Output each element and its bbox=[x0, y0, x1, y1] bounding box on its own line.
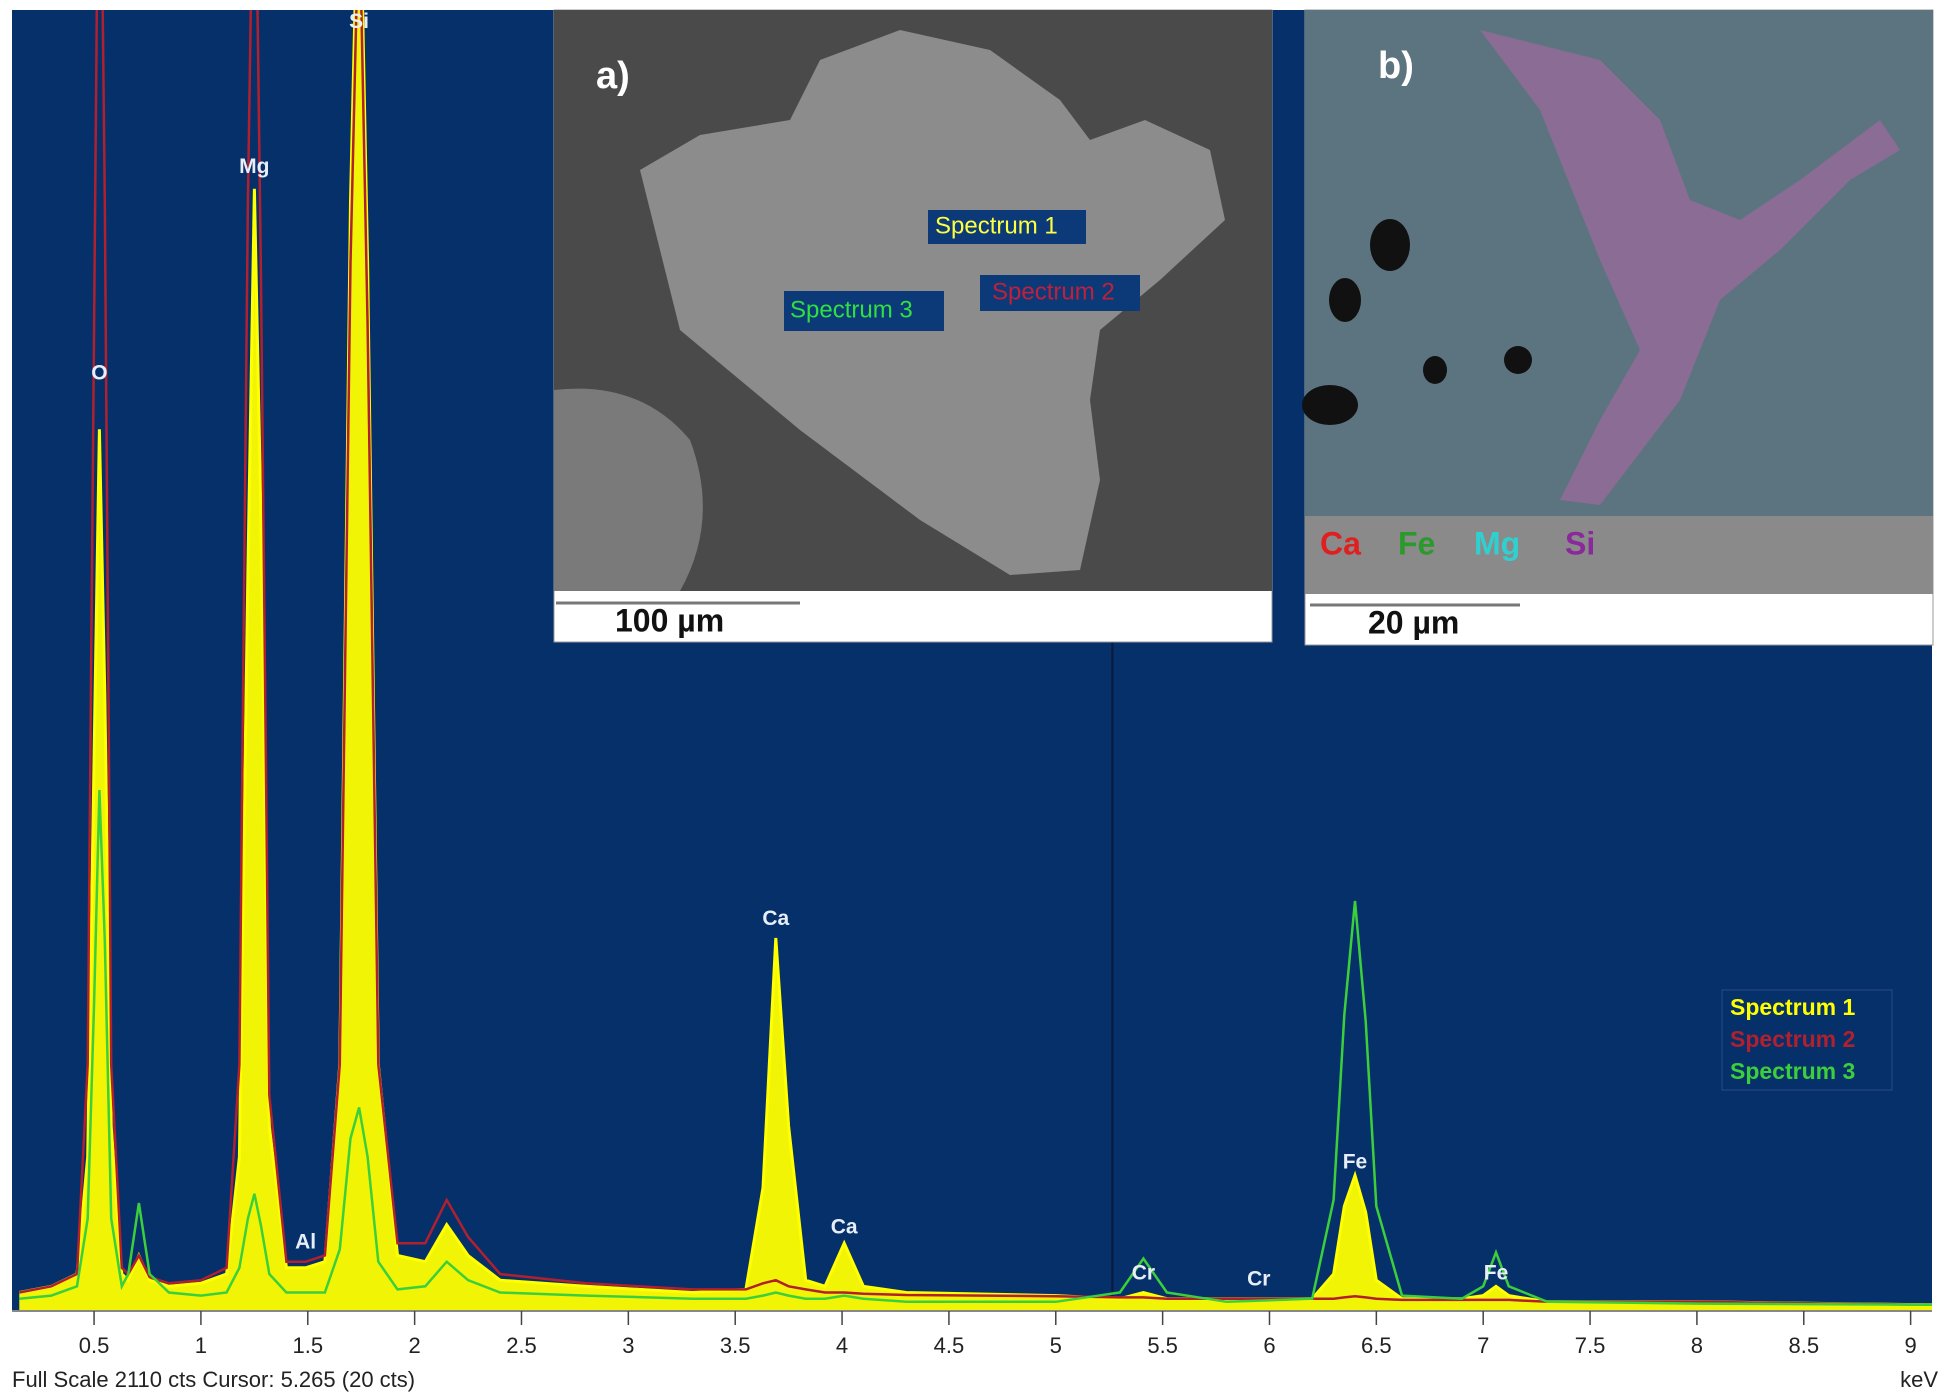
inset-label: b) bbox=[1378, 45, 1414, 87]
x-tick-label: 5 bbox=[1050, 1333, 1062, 1358]
spectrum-line bbox=[19, 789, 1932, 1307]
x-tick-label: 2 bbox=[409, 1333, 421, 1358]
spot-box bbox=[980, 275, 1140, 311]
peak-label: Cr bbox=[1132, 1262, 1155, 1285]
x-tick-label: 4.5 bbox=[934, 1333, 965, 1358]
peak-label: Ca bbox=[831, 1215, 858, 1238]
peak-label: Si bbox=[349, 10, 369, 33]
peak-label: Fe bbox=[1484, 1262, 1509, 1285]
x-tick-label: 8.5 bbox=[1788, 1333, 1819, 1358]
scale-label: 100 µm bbox=[615, 602, 724, 638]
element-label: Fe bbox=[1398, 525, 1435, 561]
element-label: Si bbox=[1565, 525, 1595, 561]
pore bbox=[1423, 356, 1447, 384]
x-tick-label: 0.5 bbox=[79, 1333, 110, 1358]
legend-label: Spectrum 3 bbox=[1730, 1058, 1855, 1084]
x-tick-label: 2.5 bbox=[506, 1333, 537, 1358]
peak-label: Al bbox=[295, 1231, 316, 1254]
inset-a: a) Spectrum 1 Spectrum 2 Spectrum 3 100 … bbox=[553, 9, 1273, 643]
si-region bbox=[1480, 30, 1900, 505]
pore bbox=[1302, 385, 1358, 425]
x-tick-label: 9 bbox=[1905, 1333, 1917, 1358]
x-tick-label: 1 bbox=[195, 1333, 207, 1358]
spot-label: Spectrum 1 bbox=[935, 212, 1058, 239]
peak-label: Ca bbox=[762, 907, 789, 930]
grain bbox=[554, 388, 703, 591]
element-strip bbox=[1305, 516, 1933, 594]
x-tick-label: 5.5 bbox=[1147, 1333, 1178, 1358]
legend: Spectrum 1 Spectrum 2 Spectrum 3 bbox=[1721, 989, 1893, 1091]
spot-box bbox=[784, 291, 944, 331]
element-label: Ca bbox=[1320, 525, 1361, 561]
spot-label: Spectrum 3 bbox=[790, 296, 913, 323]
x-tick-label: 7.5 bbox=[1575, 1333, 1606, 1358]
peak-label: Cr bbox=[1247, 1268, 1270, 1291]
peak-label: O bbox=[91, 361, 107, 384]
legend-box bbox=[1721, 989, 1893, 1091]
pore bbox=[1370, 219, 1410, 271]
pore bbox=[1504, 346, 1532, 374]
status-text: Full Scale 2110 cts Cursor: 5.265 (20 ct… bbox=[12, 1367, 415, 1392]
legend-label: Spectrum 2 bbox=[1730, 1026, 1855, 1052]
x-tick-label: 6 bbox=[1263, 1333, 1275, 1358]
peak-label: Fe bbox=[1343, 1151, 1368, 1174]
x-tick-label: 3 bbox=[622, 1333, 634, 1358]
element-label: Mg bbox=[1474, 525, 1520, 561]
peak-label: Mg bbox=[239, 155, 269, 178]
scale-label: 20 µm bbox=[1368, 604, 1459, 640]
pore bbox=[1329, 278, 1361, 322]
spectrum-line bbox=[19, 10, 1932, 1307]
legend-label: Spectrum 1 bbox=[1730, 994, 1855, 1020]
spot-label: Spectrum 2 bbox=[992, 278, 1115, 305]
x-tick-label: 1.5 bbox=[292, 1333, 323, 1358]
x-tick-label: 6.5 bbox=[1361, 1333, 1392, 1358]
x-tick-label: 8 bbox=[1691, 1333, 1703, 1358]
inset-b: b) Ca Fe Mg Si 20 µm bbox=[1302, 9, 1934, 646]
x-tick-label: 3.5 bbox=[720, 1333, 751, 1358]
x-axis-label: keV bbox=[1900, 1367, 1938, 1392]
x-tick-label: 4 bbox=[836, 1333, 848, 1358]
inset-label: a) bbox=[596, 55, 630, 97]
x-tick-label: 7 bbox=[1477, 1333, 1489, 1358]
spot-box bbox=[928, 210, 1086, 244]
axis-layer: 0.5 1 1.5 2 2.5 3 3.5 4 4.5 5 5.5 6 6.5 7 7.5 8 8.5 9 keV F… bbox=[12, 10, 1938, 1392]
